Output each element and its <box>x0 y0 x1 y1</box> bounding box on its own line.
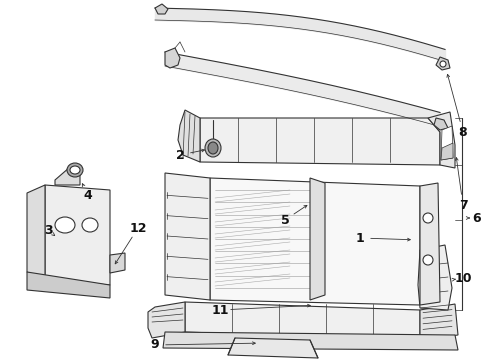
Polygon shape <box>45 185 110 285</box>
Ellipse shape <box>440 61 446 67</box>
Polygon shape <box>441 126 453 160</box>
Polygon shape <box>420 183 440 305</box>
Text: 9: 9 <box>151 338 159 351</box>
Polygon shape <box>310 178 325 300</box>
Polygon shape <box>441 143 453 160</box>
Text: 1: 1 <box>356 231 365 244</box>
Ellipse shape <box>423 213 433 223</box>
Polygon shape <box>418 245 452 310</box>
Text: 5: 5 <box>281 213 290 226</box>
Ellipse shape <box>70 166 80 174</box>
Text: 4: 4 <box>84 189 93 202</box>
Polygon shape <box>155 4 168 14</box>
Polygon shape <box>165 48 180 68</box>
Text: 8: 8 <box>459 126 467 139</box>
Polygon shape <box>436 57 450 70</box>
Text: 2: 2 <box>175 149 184 162</box>
Ellipse shape <box>67 163 83 177</box>
Polygon shape <box>420 304 458 340</box>
Polygon shape <box>210 178 420 305</box>
Text: 11: 11 <box>211 303 229 316</box>
Polygon shape <box>27 272 110 298</box>
Polygon shape <box>148 302 185 338</box>
Text: 3: 3 <box>44 224 52 237</box>
Ellipse shape <box>423 255 433 265</box>
Polygon shape <box>163 332 458 350</box>
Polygon shape <box>185 302 420 340</box>
Polygon shape <box>228 338 318 358</box>
Polygon shape <box>428 112 455 168</box>
Polygon shape <box>55 167 80 185</box>
Text: 7: 7 <box>459 198 467 212</box>
Text: 6: 6 <box>473 212 481 225</box>
Ellipse shape <box>205 139 221 157</box>
Polygon shape <box>434 118 448 130</box>
Polygon shape <box>178 110 200 162</box>
Polygon shape <box>27 185 45 280</box>
Polygon shape <box>165 173 210 300</box>
Polygon shape <box>200 118 440 165</box>
Ellipse shape <box>208 142 218 154</box>
Ellipse shape <box>55 217 75 233</box>
Text: 10: 10 <box>454 271 472 284</box>
Text: 12: 12 <box>129 221 147 234</box>
Polygon shape <box>110 253 125 273</box>
Ellipse shape <box>82 218 98 232</box>
